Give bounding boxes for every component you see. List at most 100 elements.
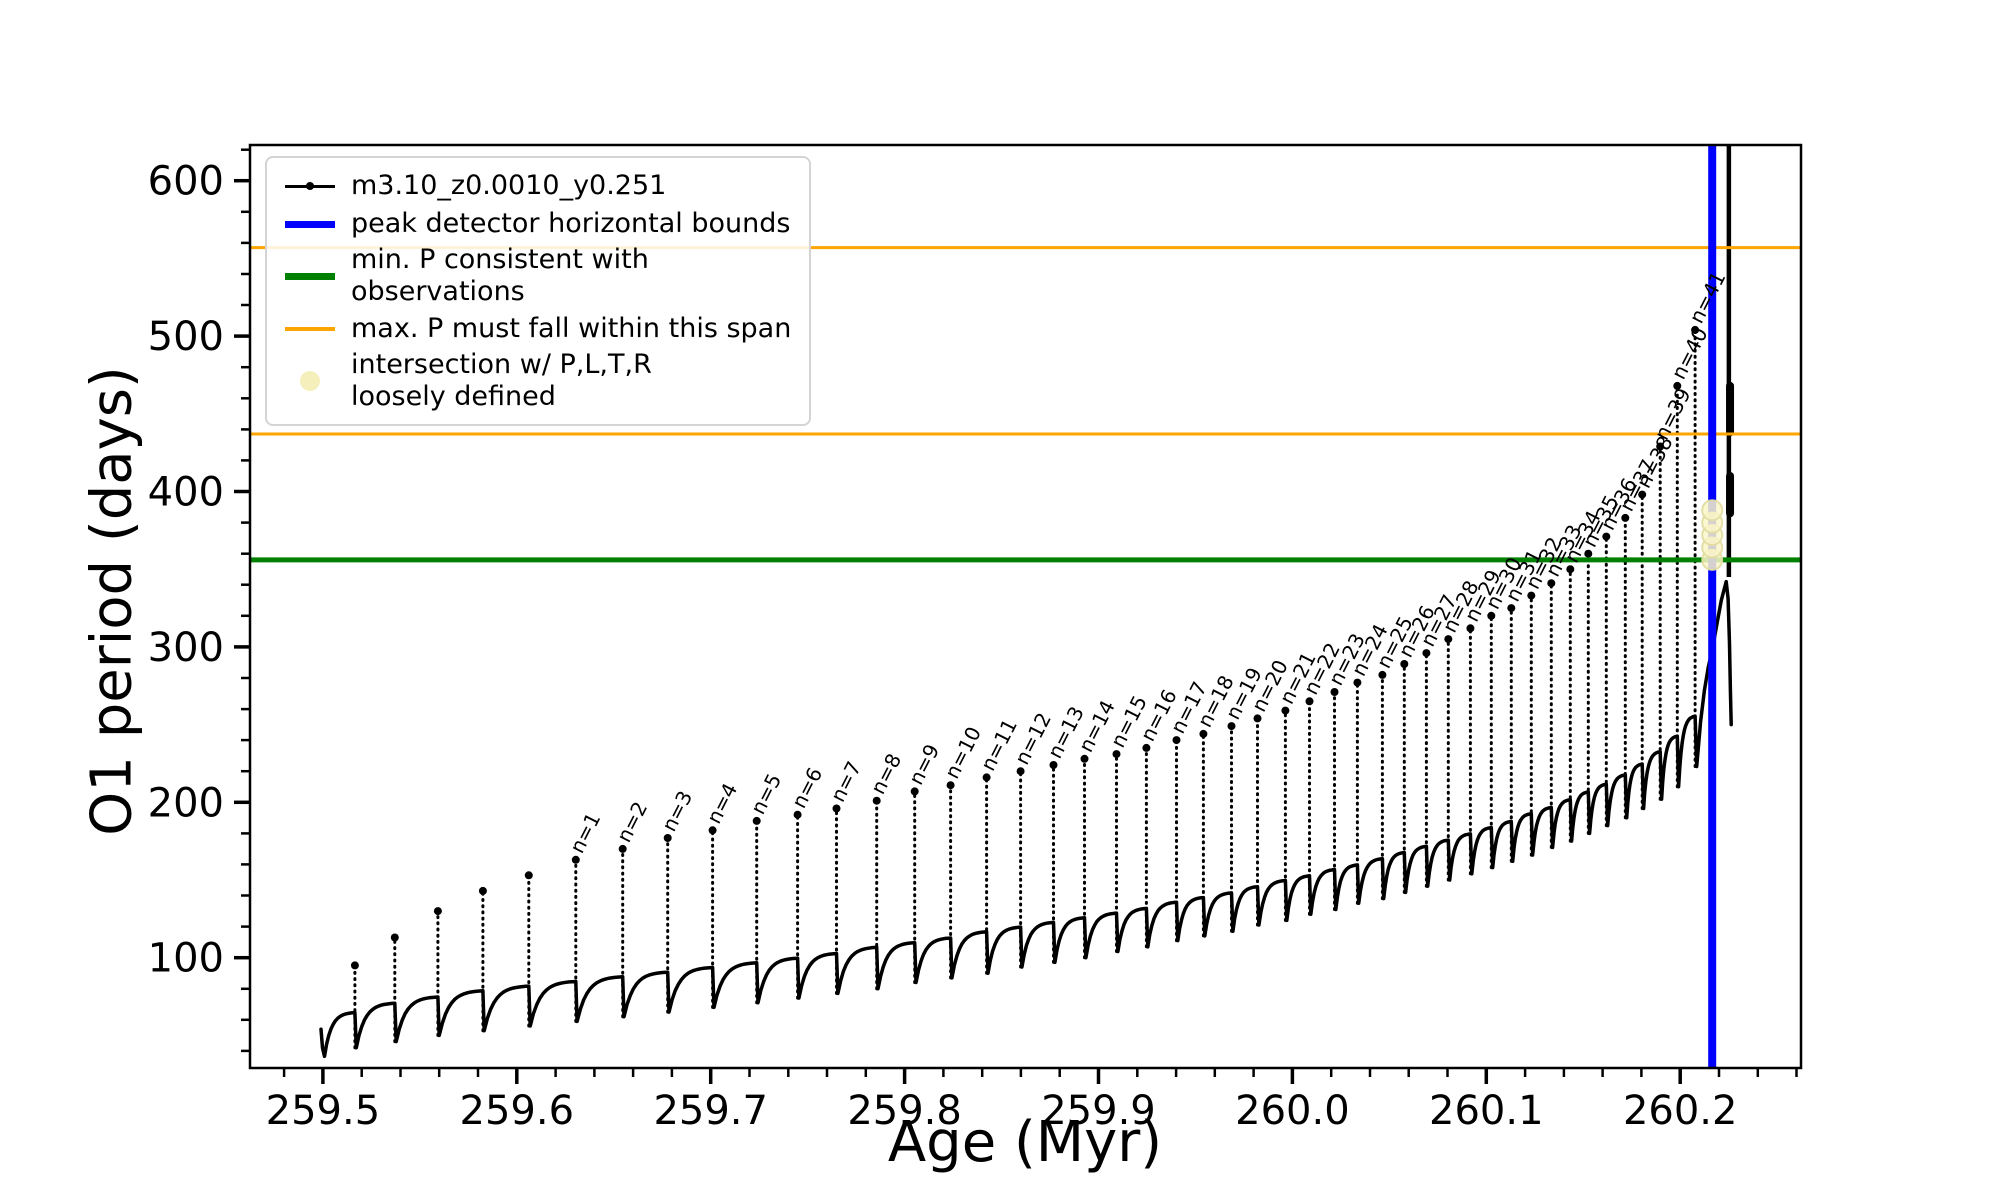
spike-top-marker — [1353, 678, 1362, 687]
y-tick-label: 600 — [148, 159, 224, 205]
spike-top-marker — [1602, 532, 1611, 541]
spike-top-marker — [1422, 649, 1431, 658]
spike-top-marker — [1673, 381, 1682, 390]
x-tick-label: 259.8 — [847, 1088, 962, 1134]
spike-top-marker — [1466, 624, 1475, 633]
spike-top-marker — [1566, 565, 1575, 574]
y-tick-label: 400 — [148, 470, 224, 516]
peak-annotation: n=7 — [826, 757, 867, 805]
peak-bounds-stroke — [285, 220, 335, 228]
spike-top-marker — [1142, 743, 1151, 752]
spike-top-marker — [1638, 490, 1647, 499]
y-axis-label: O1 period (days) — [79, 366, 145, 836]
spike-top-marker — [832, 804, 841, 813]
spike-top-marker — [1584, 549, 1593, 558]
legend-label: m3.10_z0.0010_y0.251 — [351, 169, 667, 201]
spike-top-marker — [910, 787, 919, 796]
y-tick-label: 500 — [148, 314, 224, 360]
peak-annotation: n=9 — [904, 740, 945, 788]
intersection-marker — [1701, 499, 1724, 522]
legend-item-series: m3.10_z0.0010_y0.251 — [281, 168, 795, 204]
legend: m3.10_z0.0010_y0.251 peak detector horiz… — [265, 156, 811, 426]
legend-label: min. P consistent with observations — [351, 244, 649, 308]
spike-top-marker — [478, 886, 487, 895]
spike-top-marker — [1227, 722, 1236, 731]
spike-top-marker — [1016, 767, 1025, 776]
spike-top-marker — [872, 796, 881, 805]
intersection-dot — [300, 371, 320, 392]
legend-label-line1: intersection w/ P,L,T,R — [351, 348, 652, 380]
x-tick-label: 259.9 — [1041, 1088, 1156, 1134]
spike-top-marker — [663, 834, 672, 842]
spike-top-marker — [1656, 442, 1665, 451]
spike-top-marker — [1691, 325, 1700, 334]
spike-top-marker — [1378, 670, 1387, 679]
legend-label: intersection w/ P,L,T,R loosely defined — [351, 349, 652, 414]
y-tick-label: 100 — [148, 936, 224, 982]
spike-top-marker — [433, 907, 442, 916]
x-tick-label: 259.7 — [653, 1088, 768, 1134]
spike-top-marker — [1527, 591, 1536, 600]
spike-top-marker — [1112, 750, 1121, 759]
legend-label: max. P must fall within this span — [351, 312, 792, 344]
legend-item-min-p: min. P consistent with observations — [281, 244, 795, 309]
peak-annotation: n=4 — [702, 779, 743, 827]
spike-top-marker — [1400, 660, 1409, 668]
peak-annotation: n=8 — [866, 749, 907, 797]
spike-top-marker — [1621, 513, 1630, 522]
spike-top-marker — [708, 826, 717, 835]
min-p-swatch — [281, 272, 339, 280]
series-curve — [319, 145, 1735, 1059]
spike-top-marker — [350, 961, 359, 970]
series-baseline — [319, 579, 1733, 1059]
peak-annotation: n=2 — [612, 798, 653, 846]
series-line-swatch — [281, 182, 339, 190]
spike-top-marker — [1281, 706, 1290, 715]
spike-top-marker — [982, 773, 991, 782]
spike-top-marker — [1444, 635, 1453, 644]
spike-top-marker — [390, 933, 399, 942]
x-tick-label: 259.6 — [460, 1088, 575, 1134]
peak-annotation: n=5 — [746, 770, 787, 818]
legend-label: peak detector horizontal bounds — [351, 207, 791, 239]
spike-top-marker — [1547, 579, 1556, 588]
spike-top-marker — [946, 781, 955, 790]
series-spikes — [353, 328, 1697, 1050]
peak-annotation: n=10 — [940, 723, 986, 783]
peak-annotation: n=40 — [1666, 323, 1712, 383]
intersection-dot-swatch — [281, 371, 339, 392]
x-tick-label: 260.1 — [1429, 1088, 1544, 1134]
spike-top-marker — [752, 816, 761, 825]
spike-top-marker — [1080, 754, 1089, 763]
legend-label-line2: loosely defined — [351, 381, 556, 413]
x-tick-label: 260.0 — [1235, 1088, 1350, 1134]
y-tick-label: 300 — [148, 625, 224, 671]
peak-bounds-swatch — [281, 220, 339, 228]
spike-top-marker — [524, 871, 533, 880]
spike-top-marker — [1487, 611, 1496, 620]
spike-top-marker — [1199, 729, 1208, 738]
spike-top-marker — [1049, 761, 1058, 769]
spike-top-marker — [1330, 688, 1339, 696]
peak-annotation: n=11 — [976, 715, 1022, 775]
axes-frame — [248, 143, 1803, 1070]
legend-item-intersection: intersection w/ P,L,T,R loosely defined — [281, 349, 795, 414]
spike-top-marker — [1305, 697, 1314, 706]
spike-top-marker — [1172, 736, 1181, 745]
peak-annotation: n=3 — [657, 787, 698, 835]
legend-item-peak-bounds: peak detector horizontal bounds — [281, 206, 795, 242]
min-p-stroke — [285, 272, 335, 280]
y-tick-label: 200 — [148, 780, 224, 826]
series-marker-dot — [306, 182, 314, 190]
max-p-swatch — [281, 326, 339, 331]
peak-annotation: n=1 — [565, 809, 606, 857]
legend-item-max-p: max. P must fall within this span — [281, 311, 795, 347]
max-p-stroke — [285, 326, 335, 331]
spike-top-marker — [1253, 714, 1262, 723]
x-axis-label: Age (Myr) — [887, 1110, 1163, 1175]
spike-top-marker — [571, 855, 580, 864]
x-tick-label: 259.5 — [266, 1088, 381, 1134]
axis-ticks: 259.5 259.6 259.7 259.8 259.9 260.0 260.1 260.2… — [148, 148, 1798, 1134]
